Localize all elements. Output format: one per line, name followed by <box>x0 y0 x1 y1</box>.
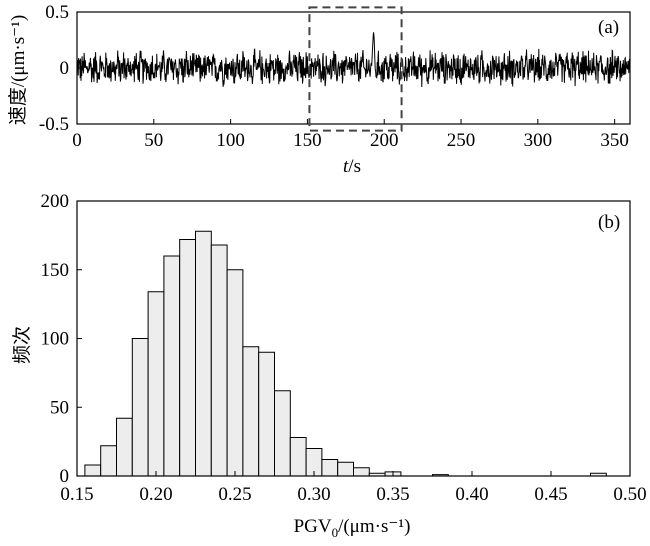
histogram-bar <box>84 464 102 477</box>
histogram-bar <box>163 255 181 477</box>
panel-b-x-tick-label: 0.30 <box>297 484 330 505</box>
panel-a-x-tick-label: 50 <box>144 130 163 151</box>
panel-b-y-tick-label: 150 <box>41 260 70 281</box>
panel-a-x-tick-label: 250 <box>447 130 476 151</box>
histogram-bar <box>147 291 165 477</box>
histogram-bar <box>226 269 244 477</box>
histogram-bar <box>195 230 212 477</box>
panel-b-bars <box>84 230 607 477</box>
panel-b-y-tick-label: 0 <box>60 466 70 487</box>
panel-b-x-tick-label: 0.20 <box>139 484 172 505</box>
histogram-bar <box>337 461 355 477</box>
panel-b-y-tick-label: 50 <box>50 397 69 418</box>
panel-a-x-ticks: 0 50 100 150 200 250 300 350 <box>72 119 629 151</box>
panel-a-x-tick-label: 350 <box>600 130 629 151</box>
histogram-bar <box>242 346 260 477</box>
panel-a-x-tick-label: 150 <box>293 130 322 151</box>
histogram-bar <box>210 244 228 477</box>
panel-b-x-tick-label: 0.35 <box>376 484 409 505</box>
panel-b-x-tick-label: 0.50 <box>613 484 646 505</box>
panel-a-x-tick-label: 300 <box>524 130 553 151</box>
panel-b-histogram: 0.15 0.20 0.25 0.30 0.35 0.40 0.45 0.50 200 150 1… <box>11 191 647 540</box>
panel-a-highlight-box <box>308 6 403 132</box>
panel-b-y-tick-label: 100 <box>41 329 70 350</box>
histogram-bar <box>131 338 149 477</box>
panel-a-x-tick-label: 200 <box>370 130 399 151</box>
panel-b-y-tick-label: 200 <box>41 191 70 212</box>
panel-b-x-tick-label: 0.40 <box>455 484 488 505</box>
panel-a-y-axis-label: 速度/(μm·s⁻¹) <box>7 15 29 125</box>
panel-a-x-axis-label: t/s <box>343 156 361 177</box>
panel-b-x-tick-label: 0.25 <box>218 484 251 505</box>
panel-a-y-tick-label: 0.5 <box>45 2 69 23</box>
histogram-bar <box>289 437 307 477</box>
panel-b-x-axis-label: PGV0/(μm·s⁻¹) <box>294 516 411 540</box>
panel-b-x-ticks: 0.15 0.20 0.25 0.30 0.35 0.40 0.45 0.50 <box>60 471 647 505</box>
panel-b-y-axis-label: 频次 <box>11 326 33 364</box>
histogram-bar <box>100 445 117 477</box>
panel-b-y-ticks: 200 150 100 50 0 <box>41 191 82 487</box>
histogram-bar <box>353 467 370 477</box>
panel-b-label: (b) <box>598 212 620 233</box>
panel-a-velocity-chart: 0 50 100 150 200 250 300 350 0.50-0.5 (a) 速度/(μ… <box>7 2 631 177</box>
panel-b-x-tick-label: 0.45 <box>534 484 567 505</box>
panel-a-y-ticks: 0.5 0 -0.5 <box>39 2 82 135</box>
panel-a-y-tick-label: -0.5 <box>39 114 69 135</box>
panel-a-label: (a) <box>598 17 619 38</box>
histogram-bar <box>258 351 276 477</box>
histogram-bar <box>116 417 133 477</box>
histogram-bar <box>274 390 291 477</box>
panel-a-x-tick-label: 100 <box>216 130 245 151</box>
histogram-bar <box>179 239 196 477</box>
panel-a-x-tick-label: 0 <box>72 130 82 151</box>
panel-b-x-tick-label: 0.15 <box>60 484 93 505</box>
panel-a-velocity-series-line <box>76 32 631 88</box>
histogram-bar <box>321 459 339 477</box>
panel-a-y-tick-label: 0 <box>60 58 70 79</box>
